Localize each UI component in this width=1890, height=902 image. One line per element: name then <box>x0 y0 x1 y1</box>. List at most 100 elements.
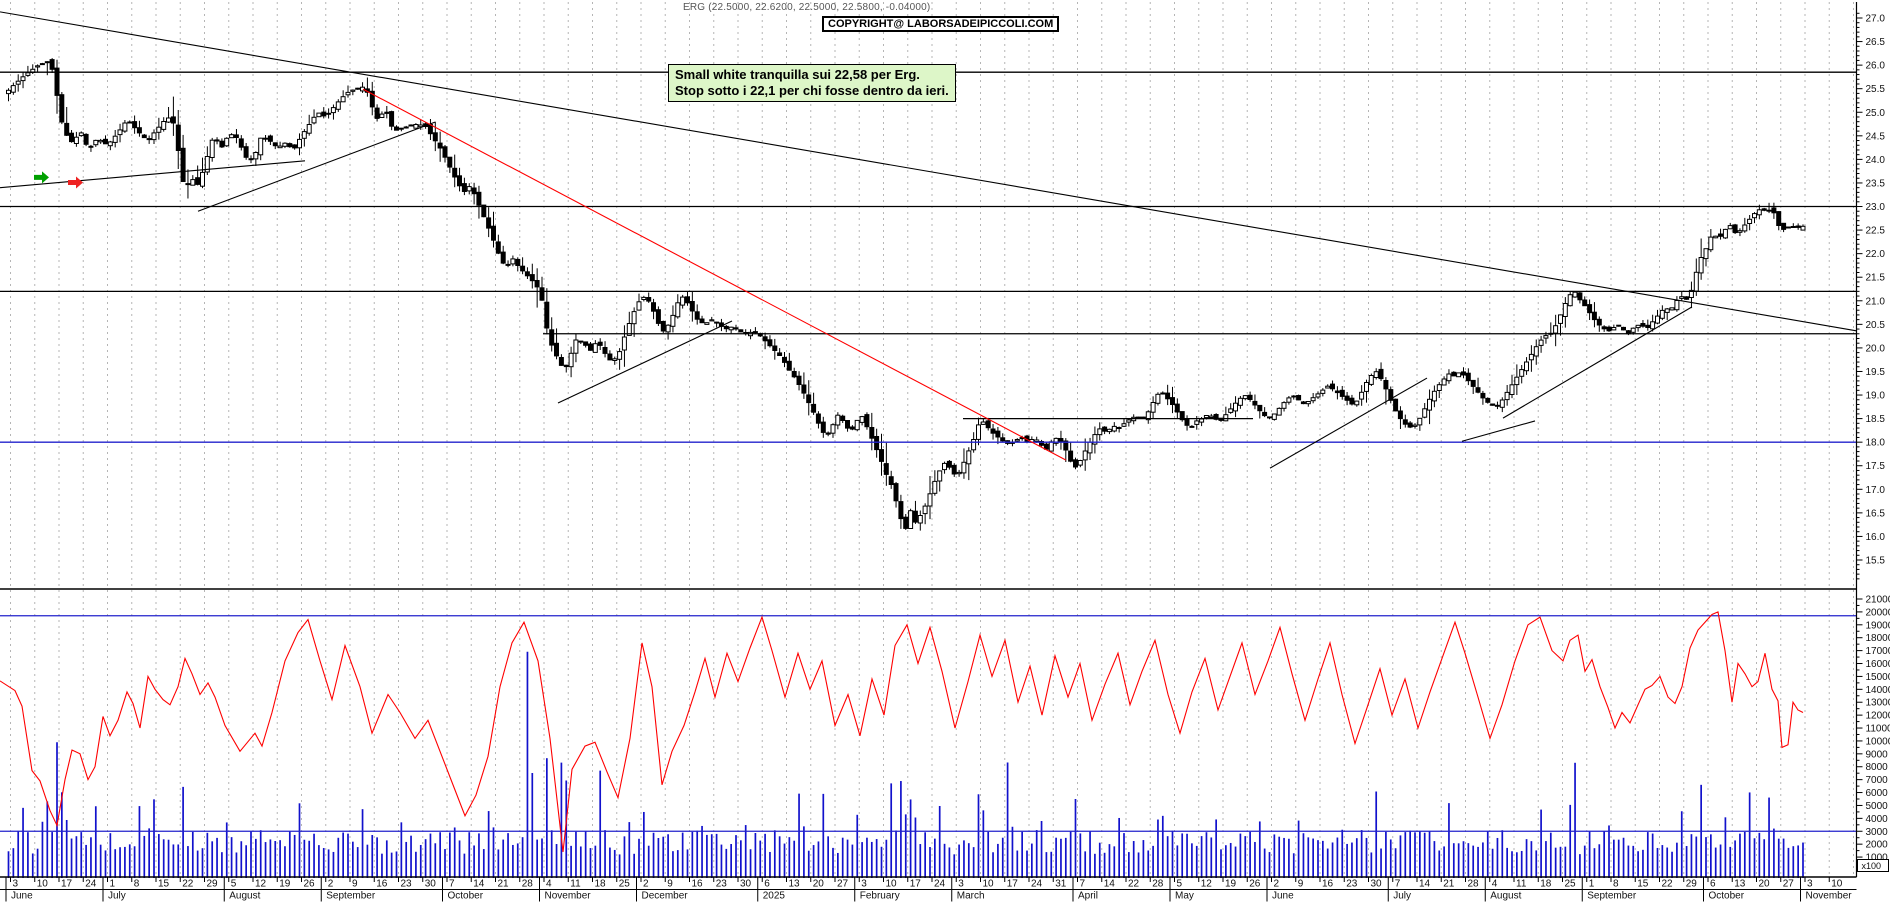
svg-text:2000: 2000 <box>1866 840 1889 851</box>
date-axis: 3 10 17 24 1 8 15 22 29 5 12 19 26 2 9 16 23 30 7 14 21 28 4 11… <box>5 877 1852 902</box>
svg-text:June: June <box>11 891 33 902</box>
svg-text:10: 10 <box>983 879 995 890</box>
svg-text:19: 19 <box>279 879 291 890</box>
svg-text:16: 16 <box>692 879 704 890</box>
svg-text:27: 27 <box>1783 879 1795 890</box>
volume-ref-lines <box>0 615 1857 832</box>
svg-text:22: 22 <box>182 879 194 890</box>
svg-text:21.0: 21.0 <box>1866 296 1886 307</box>
svg-text:24: 24 <box>934 879 946 890</box>
copyright-badge: COPYRIGHT@ LABORSADEIPICCOLI.COM <box>822 16 1060 32</box>
svg-text:20000: 20000 <box>1866 607 1890 618</box>
svg-text:17: 17 <box>61 879 73 890</box>
svg-text:15.5: 15.5 <box>1866 555 1886 566</box>
svg-text:5: 5 <box>1177 879 1183 890</box>
svg-text:24.0: 24.0 <box>1866 155 1886 166</box>
svg-text:5000: 5000 <box>1866 801 1889 812</box>
svg-text:18000: 18000 <box>1866 633 1890 644</box>
svg-text:30: 30 <box>1371 879 1383 890</box>
price-axis-labels: 27.0 26.5 26.0 25.5 25.0 24.5 24.0 23.5 23.0 22.5… <box>1856 12 1890 872</box>
svg-text:26: 26 <box>1249 879 1261 890</box>
week-gridlines <box>10 2 1854 876</box>
svg-text:August: August <box>229 891 260 902</box>
svg-text:29: 29 <box>207 879 219 890</box>
svg-text:13000: 13000 <box>1866 698 1890 709</box>
svg-text:28: 28 <box>522 879 534 890</box>
svg-text:18: 18 <box>1540 879 1552 890</box>
svg-text:15: 15 <box>1637 879 1649 890</box>
volume-indicator-line <box>0 611 1804 852</box>
signal-arrows <box>34 171 83 189</box>
svg-text:14000: 14000 <box>1866 685 1890 696</box>
support-resistance-lines <box>0 71 1857 443</box>
svg-text:25: 25 <box>1565 879 1577 890</box>
svg-text:8: 8 <box>1613 879 1619 890</box>
trendlines <box>0 11 1858 469</box>
svg-text:May: May <box>1175 891 1194 902</box>
svg-text:3000: 3000 <box>1866 827 1889 838</box>
svg-text:July: July <box>108 891 126 902</box>
svg-text:7000: 7000 <box>1866 775 1889 786</box>
svg-text:22: 22 <box>1128 879 1140 890</box>
svg-text:19: 19 <box>1225 879 1237 890</box>
svg-text:8000: 8000 <box>1866 762 1889 773</box>
svg-text:22: 22 <box>1662 879 1674 890</box>
analysis-note: Small white tranquilla sui 22,58 per Erg… <box>668 64 956 102</box>
svg-text:16000: 16000 <box>1866 659 1890 670</box>
svg-text:23: 23 <box>401 879 413 890</box>
svg-text:28: 28 <box>1468 879 1480 890</box>
svg-text:17: 17 <box>910 879 922 890</box>
svg-text:2: 2 <box>328 879 334 890</box>
svg-text:28: 28 <box>1152 879 1164 890</box>
svg-text:13: 13 <box>1734 879 1746 890</box>
candlesticks <box>6 58 1806 531</box>
svg-text:16: 16 <box>1322 879 1334 890</box>
svg-text:17: 17 <box>1007 879 1019 890</box>
svg-text:21: 21 <box>498 879 510 890</box>
svg-text:July: July <box>1393 891 1411 902</box>
svg-text:October: October <box>448 891 484 902</box>
svg-text:19.5: 19.5 <box>1866 367 1886 378</box>
svg-text:September: September <box>326 891 376 902</box>
analysis-note-line-2: Stop sotto i 22,1 per chi fosse dentro d… <box>675 83 949 98</box>
svg-text:10: 10 <box>1831 879 1843 890</box>
svg-text:11000: 11000 <box>1866 724 1890 735</box>
svg-text:11: 11 <box>570 879 581 890</box>
svg-text:6: 6 <box>764 879 770 890</box>
svg-text:x100: x100 <box>1862 861 1882 871</box>
svg-text:17.5: 17.5 <box>1866 461 1886 472</box>
svg-text:24: 24 <box>85 879 97 890</box>
svg-text:21.5: 21.5 <box>1866 273 1886 284</box>
svg-text:23.0: 23.0 <box>1866 202 1886 213</box>
svg-text:17000: 17000 <box>1866 646 1890 657</box>
svg-text:30: 30 <box>425 879 437 890</box>
axes <box>0 2 1858 890</box>
svg-text:12: 12 <box>1201 879 1213 890</box>
svg-text:6000: 6000 <box>1866 788 1889 799</box>
svg-text:16: 16 <box>376 879 388 890</box>
svg-text:12: 12 <box>255 879 267 890</box>
svg-text:27.0: 27.0 <box>1866 14 1886 25</box>
svg-text:3: 3 <box>13 879 19 890</box>
svg-text:2025: 2025 <box>763 891 786 902</box>
svg-text:26: 26 <box>304 879 316 890</box>
svg-text:17.0: 17.0 <box>1866 485 1886 496</box>
svg-text:25.0: 25.0 <box>1866 108 1886 119</box>
svg-text:October: October <box>1709 891 1745 902</box>
svg-text:24.5: 24.5 <box>1866 131 1886 142</box>
svg-text:November: November <box>545 891 592 902</box>
quote-line: ERG (22.5000, 22.6200, 22.5000, 22.5800,… <box>683 2 931 13</box>
svg-text:December: December <box>642 891 689 902</box>
svg-text:3: 3 <box>958 879 964 890</box>
svg-text:4: 4 <box>1492 879 1498 890</box>
svg-text:12000: 12000 <box>1866 711 1890 722</box>
svg-text:18.0: 18.0 <box>1866 438 1886 449</box>
svg-text:18.5: 18.5 <box>1866 414 1886 425</box>
analysis-note-line-1: Small white tranquilla sui 22,58 per Erg… <box>675 67 920 82</box>
svg-text:23: 23 <box>1346 879 1358 890</box>
svg-text:20.0: 20.0 <box>1866 343 1886 354</box>
svg-text:26.0: 26.0 <box>1866 61 1886 72</box>
volume-bars <box>7 651 1804 878</box>
svg-text:August: August <box>1490 891 1521 902</box>
svg-text:7: 7 <box>449 879 455 890</box>
